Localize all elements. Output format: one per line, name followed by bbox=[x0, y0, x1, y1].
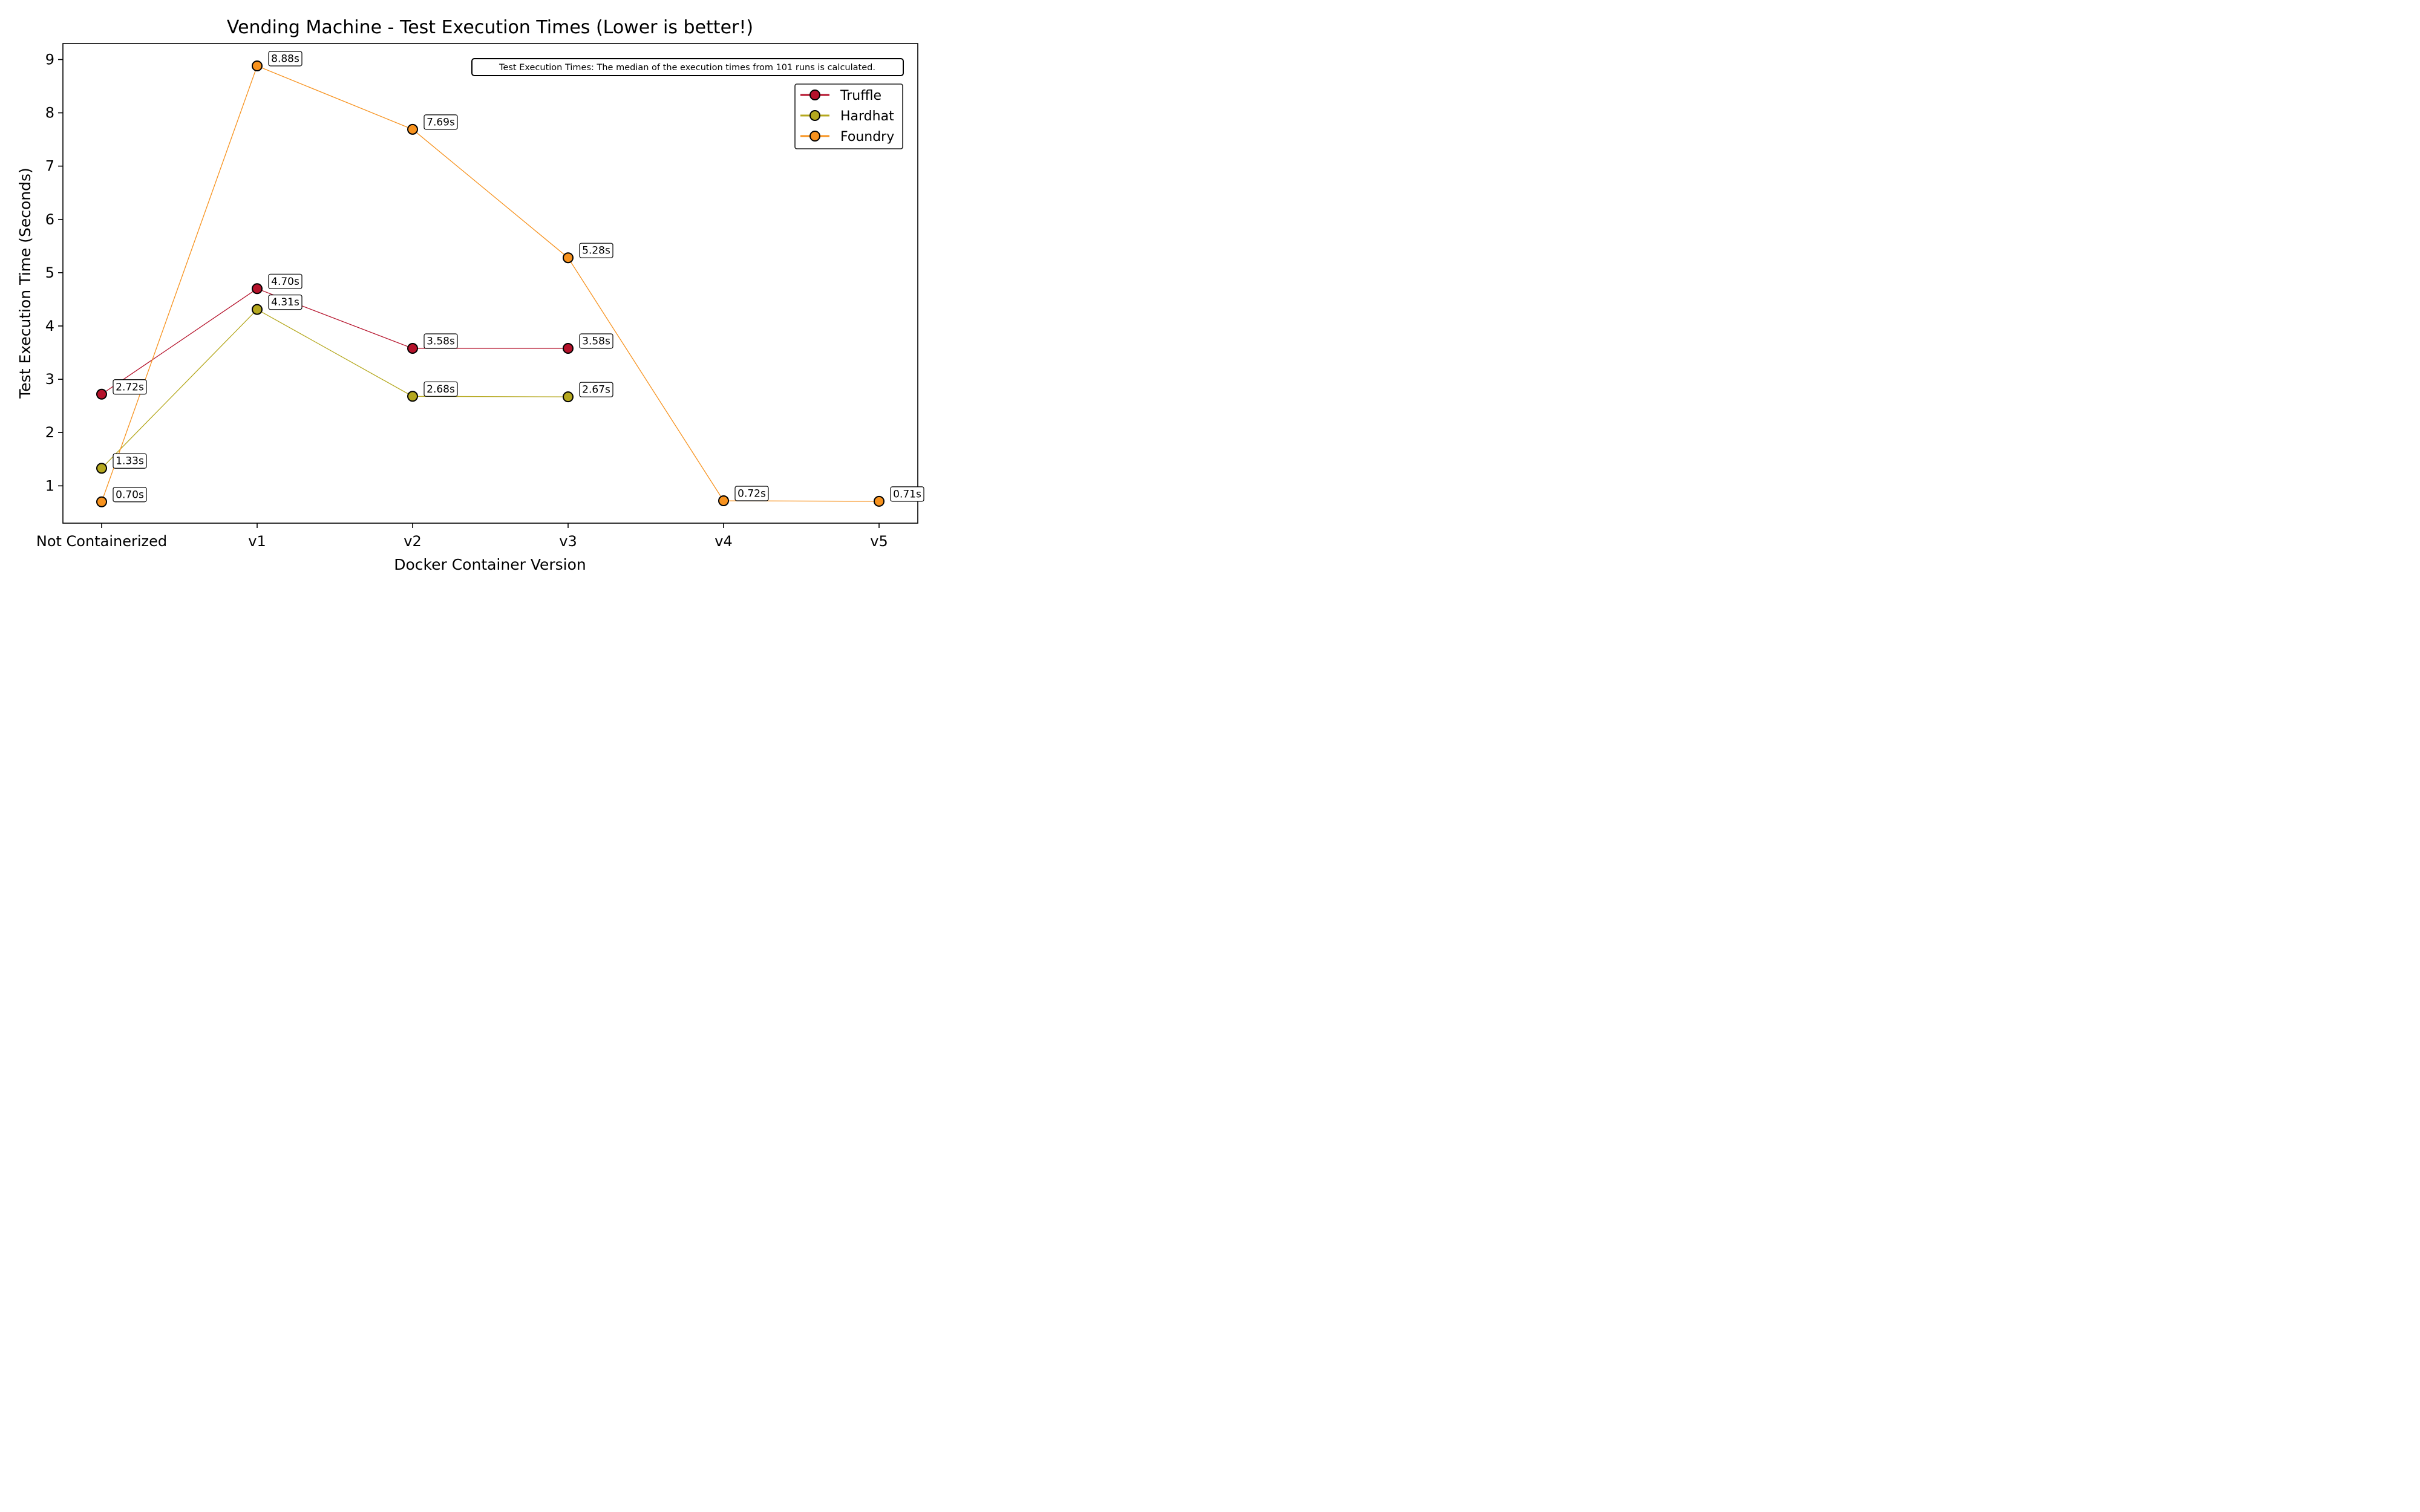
y-tick-label: 7 bbox=[45, 158, 54, 175]
y-tick-label: 6 bbox=[45, 211, 54, 228]
data-label-box bbox=[579, 382, 613, 397]
data-label-text: 7.69s bbox=[427, 116, 455, 128]
data-point-foundry bbox=[407, 123, 418, 135]
data-label-truffle: 4.70s bbox=[268, 273, 302, 289]
data-label-text: 3.58s bbox=[427, 335, 455, 347]
data-label-text: 2.72s bbox=[116, 381, 144, 393]
x-tick-label: v3 bbox=[559, 533, 577, 550]
data-point-hardhat bbox=[252, 304, 263, 315]
data-label-foundry: 0.71s bbox=[890, 486, 924, 502]
data-label-foundry: 8.88s bbox=[268, 51, 302, 67]
data-point-hardhat bbox=[407, 391, 418, 402]
data-point-truffle bbox=[252, 283, 263, 295]
series-points bbox=[96, 60, 885, 507]
data-point-truffle bbox=[96, 388, 107, 400]
legend-frame bbox=[794, 83, 903, 149]
y-tick-label: 1 bbox=[45, 477, 54, 494]
data-label-truffle: 3.58s bbox=[424, 333, 458, 349]
data-label-text: 0.70s bbox=[116, 489, 144, 501]
legend-item-hardhat: Hardhat bbox=[800, 109, 894, 124]
data-label-hardhat: 2.68s bbox=[424, 381, 458, 397]
line-chart: Vending Machine - Test Execution Times (… bbox=[16, 17, 924, 573]
annotation-box: Test Execution Times: The median of the … bbox=[471, 58, 904, 76]
data-label-truffle: 2.72s bbox=[113, 379, 147, 395]
data-label-text: 1.33s bbox=[116, 455, 144, 468]
data-label-hardhat: 2.67s bbox=[579, 382, 613, 397]
data-label-text: 0.71s bbox=[893, 488, 921, 500]
data-label-box bbox=[424, 381, 458, 397]
data-point-foundry bbox=[718, 495, 729, 506]
data-label-box bbox=[268, 295, 302, 310]
y-tick-label: 4 bbox=[45, 318, 54, 334]
data-point-foundry bbox=[563, 252, 574, 264]
chart-title: Vending Machine - Test Execution Times (… bbox=[227, 17, 753, 38]
y-tick-label: 3 bbox=[45, 371, 54, 388]
data-label-box bbox=[579, 333, 613, 349]
data-label-box bbox=[113, 453, 147, 469]
x-tick-label: Not Containerized bbox=[36, 533, 167, 550]
legend-label: Foundry bbox=[840, 129, 894, 145]
chart-container: Vending Machine - Test Execution Times (… bbox=[0, 0, 949, 593]
data-label-text: 2.67s bbox=[582, 384, 610, 396]
data-label-box bbox=[268, 273, 302, 289]
y-tick-label: 8 bbox=[45, 105, 54, 122]
annotation-text: Test Execution Times: The median of the … bbox=[499, 63, 875, 73]
data-label-box bbox=[734, 486, 769, 501]
data-point-truffle bbox=[407, 342, 418, 354]
plot-area-frame bbox=[62, 43, 918, 524]
series-line-foundry bbox=[101, 65, 880, 502]
legend-item-truffle: Truffle bbox=[800, 88, 881, 103]
x-tick-label: v2 bbox=[404, 533, 421, 550]
axes: Not Containerized v1 v2 v3 v4 v5 1 2 3 4 5 6 7 8 9 bbox=[36, 51, 888, 550]
series-line-truffle bbox=[101, 288, 568, 395]
data-label-text: 8.88s bbox=[271, 53, 299, 65]
legend-label: Truffle bbox=[840, 88, 881, 103]
data-point-foundry bbox=[252, 60, 263, 72]
y-tick-label: 5 bbox=[45, 264, 54, 281]
data-label-box bbox=[113, 379, 147, 395]
data-label-box bbox=[424, 333, 458, 349]
data-point-hardhat bbox=[563, 391, 574, 403]
data-label-text: 4.31s bbox=[271, 296, 299, 308]
data-label-text: 0.72s bbox=[737, 487, 766, 500]
data-label-box bbox=[268, 51, 302, 67]
data-labels: 2.72s 4.70s 3.58s 3.58s 1.33s 4.31s 2.68s 2.67s… bbox=[113, 51, 924, 503]
data-label-truffle: 3.58s bbox=[579, 333, 613, 349]
data-label-box bbox=[579, 243, 613, 258]
y-tick-label: 9 bbox=[45, 51, 54, 68]
x-tick-label: v1 bbox=[248, 533, 266, 550]
data-label-foundry: 7.69s bbox=[424, 114, 458, 130]
data-label-hardhat: 1.33s bbox=[113, 453, 147, 469]
series-lines bbox=[101, 65, 880, 502]
data-label-text: 3.58s bbox=[582, 335, 610, 347]
data-label-hardhat: 4.31s bbox=[268, 295, 302, 310]
y-tick-label: 2 bbox=[45, 424, 54, 441]
data-label-foundry: 0.72s bbox=[734, 486, 769, 501]
data-label-text: 2.68s bbox=[427, 383, 455, 396]
legend-marker bbox=[809, 110, 820, 121]
x-tick-label: v5 bbox=[870, 533, 888, 550]
legend-label: Hardhat bbox=[840, 109, 894, 124]
legend: Truffle Hardhat Foundry bbox=[794, 83, 903, 149]
data-label-foundry: 0.70s bbox=[113, 487, 147, 503]
data-label-foundry: 5.28s bbox=[579, 243, 613, 258]
data-point-hardhat bbox=[96, 463, 107, 474]
data-label-box bbox=[113, 487, 147, 503]
data-point-truffle bbox=[563, 342, 574, 354]
series-line-hardhat bbox=[101, 308, 569, 469]
data-point-foundry bbox=[874, 495, 885, 507]
data-label-box bbox=[424, 114, 458, 130]
data-label-text: 4.70s bbox=[271, 276, 299, 288]
legend-item-foundry: Foundry bbox=[800, 129, 894, 145]
y-axis-label: Test Execution Time (Seconds) bbox=[16, 168, 34, 399]
legend-marker bbox=[809, 131, 820, 142]
x-tick-label: v4 bbox=[715, 533, 732, 550]
legend-marker bbox=[809, 90, 820, 100]
data-label-box bbox=[890, 486, 924, 502]
data-point-foundry bbox=[96, 496, 107, 507]
data-label-text: 5.28s bbox=[582, 245, 610, 257]
x-axis-label: Docker Container Version bbox=[394, 556, 586, 573]
